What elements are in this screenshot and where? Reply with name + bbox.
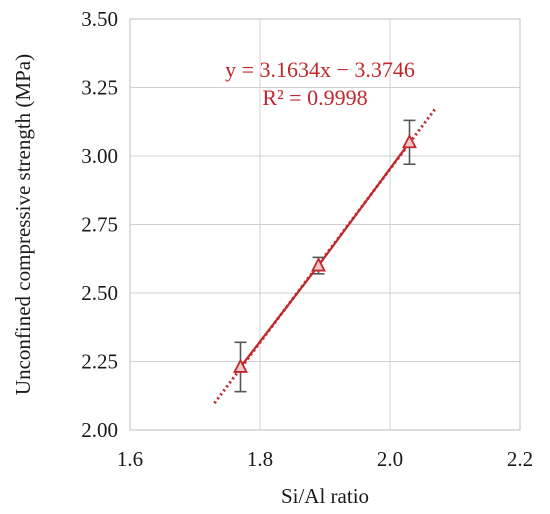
x-tick-label: 2.2 <box>507 447 533 471</box>
y-tick-label: 2.25 <box>81 350 118 374</box>
data-point-triangle <box>311 257 326 272</box>
data-point-triangle <box>402 133 417 149</box>
data-markers <box>233 133 417 373</box>
y-tick-label: 2.75 <box>81 213 118 237</box>
x-tick-label: 1.8 <box>247 447 273 471</box>
trendline-group <box>213 107 437 405</box>
y-tick-label: 2.00 <box>81 418 118 442</box>
trendline-r-squared: R² = 0.9998 <box>262 85 367 110</box>
x-tick-label: 1.6 <box>117 447 143 471</box>
y-tick-label: 3.50 <box>81 7 118 31</box>
x-tick-label: 2.0 <box>377 447 403 471</box>
plot-area-border <box>129 18 521 431</box>
x-axis-title: Si/Al ratio <box>281 484 369 508</box>
y-tick-label: 3.00 <box>81 144 118 168</box>
y-tick-label: 3.25 <box>81 76 118 100</box>
y-axis-ticks: 2.00 2.25 2.50 2.75 3.00 3.25 3.50 <box>81 7 118 442</box>
y-axis-title: Unconfined compressive strength (MPa) <box>11 54 35 395</box>
x-axis-ticks: 1.6 1.8 2.0 2.2 <box>117 447 533 471</box>
y-tick-label: 2.50 <box>81 281 118 305</box>
trendline-equation: y = 3.1634x − 3.3746 <box>225 57 415 82</box>
data-point-triangle <box>233 358 248 373</box>
